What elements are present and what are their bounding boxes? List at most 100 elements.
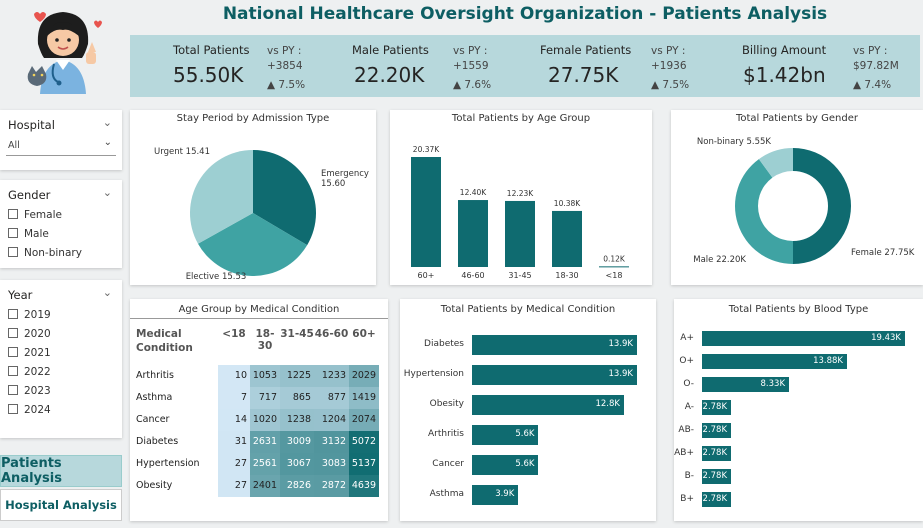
pie-slice-elective[interactable] xyxy=(198,213,308,276)
matrix-cell[interactable]: 5072 xyxy=(349,431,379,453)
matrix-cell[interactable]: 2029 xyxy=(349,365,379,387)
pie-slice-emergency[interactable] xyxy=(253,150,316,246)
checkbox[interactable] xyxy=(8,347,18,357)
medical-condition-chart: Total Patients by Medical Condition Diab… xyxy=(400,299,656,521)
pie-slice-urgent[interactable] xyxy=(190,150,253,244)
year-option[interactable]: 2024 xyxy=(8,404,51,416)
matrix-cell[interactable]: 3009 xyxy=(280,431,314,453)
gender-option-male[interactable]: Male xyxy=(8,228,49,240)
checkbox[interactable] xyxy=(8,366,18,376)
matrix-cell[interactable]: 1020 xyxy=(250,409,280,431)
gender-option-female[interactable]: Female xyxy=(8,209,62,221)
matrix-row-header: Condition xyxy=(136,342,193,354)
checkbox[interactable] xyxy=(8,328,18,338)
kpi-vs-label: vs PY : xyxy=(267,45,302,57)
chevron-down-icon[interactable]: ⌄ xyxy=(102,186,112,199)
checkbox[interactable] xyxy=(8,209,18,219)
bar[interactable] xyxy=(472,425,539,445)
matrix-cell[interactable]: 10 xyxy=(218,365,250,387)
chevron-down-icon[interactable]: ⌄ xyxy=(102,286,112,299)
matrix-cell[interactable]: 14 xyxy=(218,409,250,431)
year-option[interactable]: 2021 xyxy=(8,347,51,359)
bar-category-label: Asthma xyxy=(429,489,464,499)
bar-category-label: A+ xyxy=(680,332,694,343)
hospital-analysis-button[interactable]: Hospital Analysis xyxy=(0,489,122,521)
matrix-cell[interactable]: 877 xyxy=(314,387,349,409)
matrix-cell[interactable]: 3083 xyxy=(314,453,349,475)
year-slicer: Year ⌄ 2019 2020 2021 2022 2023 2024 xyxy=(0,280,122,438)
matrix-cell[interactable]: 1238 xyxy=(280,409,314,431)
matrix-row-label: Hypertension xyxy=(136,458,200,469)
age-bar[interactable] xyxy=(505,200,535,267)
donut-slice-non-binary[interactable] xyxy=(758,148,793,178)
matrix-cell[interactable]: 2401 xyxy=(250,475,280,497)
chevron-down-icon[interactable]: ⌄ xyxy=(102,116,112,129)
option-label: 2020 xyxy=(24,328,51,340)
bar-data-label: 5.6K xyxy=(515,429,535,439)
donut-slice-female[interactable] xyxy=(793,148,851,264)
matrix-cell[interactable]: 2074 xyxy=(349,409,379,431)
bar[interactable] xyxy=(472,485,519,505)
bar[interactable] xyxy=(702,354,847,369)
checkbox[interactable] xyxy=(8,385,18,395)
age-bar[interactable] xyxy=(552,210,582,267)
bar-data-label: 12.8K xyxy=(595,399,620,409)
option-label: Male xyxy=(24,228,49,240)
bar-category-label: A- xyxy=(684,401,694,412)
matrix-cell[interactable]: 1225 xyxy=(280,365,314,387)
matrix-cell[interactable]: 7 xyxy=(218,387,250,409)
matrix-cell[interactable]: 4639 xyxy=(349,475,379,497)
matrix-cell[interactable]: 27 xyxy=(218,475,250,497)
age-bar[interactable] xyxy=(411,157,441,267)
matrix-cell[interactable]: 27 xyxy=(218,453,250,475)
bar[interactable] xyxy=(472,395,624,415)
bar[interactable] xyxy=(702,446,732,461)
matrix-cell[interactable]: 3132 xyxy=(314,431,349,453)
matrix-cell[interactable]: 865 xyxy=(280,387,314,409)
bar-data-label: 13.9K xyxy=(608,369,634,379)
year-option[interactable]: 2022 xyxy=(8,366,51,378)
checkbox[interactable] xyxy=(8,228,18,238)
bar-data-label: 12.40K xyxy=(460,188,487,197)
matrix-cell[interactable]: 3067 xyxy=(280,453,314,475)
matrix-cell[interactable]: 2631 xyxy=(250,431,280,453)
matrix-cell[interactable]: 1419 xyxy=(349,387,379,409)
matrix-cell[interactable]: 717 xyxy=(250,387,280,409)
bar-category-label: O+ xyxy=(679,355,694,366)
checkbox[interactable] xyxy=(8,309,18,319)
donut-slice-male[interactable] xyxy=(735,159,793,264)
slicer-title: Year xyxy=(8,288,33,302)
bar[interactable] xyxy=(702,331,905,346)
patients-analysis-button[interactable]: Patients Analysis xyxy=(0,455,122,487)
bar[interactable] xyxy=(702,400,732,415)
bar[interactable] xyxy=(472,335,637,355)
bar[interactable] xyxy=(472,455,539,475)
matrix-cell[interactable]: 2826 xyxy=(280,475,314,497)
age-bar[interactable] xyxy=(458,200,488,267)
matrix-cell[interactable]: 2561 xyxy=(250,453,280,475)
matrix-cell[interactable]: 1053 xyxy=(250,365,280,387)
matrix-cell[interactable]: 1233 xyxy=(314,365,349,387)
matrix-cell[interactable]: 5137 xyxy=(349,453,379,475)
age-bar[interactable] xyxy=(599,266,629,268)
checkbox[interactable] xyxy=(8,404,18,414)
hospital-dropdown[interactable]: All ⌄ xyxy=(6,137,116,156)
year-option[interactable]: 2023 xyxy=(8,385,51,397)
matrix-cell[interactable]: 1204 xyxy=(314,409,349,431)
chart-title: Age Group by Medical Condition xyxy=(178,304,340,315)
bar-category-label: B- xyxy=(684,470,694,481)
option-label: Non-binary xyxy=(24,247,82,259)
bar[interactable] xyxy=(702,469,732,484)
year-option[interactable]: 2019 xyxy=(8,309,51,321)
bar[interactable] xyxy=(472,365,637,385)
bar[interactable] xyxy=(702,492,732,507)
matrix-cell[interactable]: 2872 xyxy=(314,475,349,497)
checkbox[interactable] xyxy=(8,247,18,257)
bar[interactable] xyxy=(702,377,790,392)
bar[interactable] xyxy=(702,423,732,438)
kpi-label: Total Patients xyxy=(173,43,250,57)
matrix-cell[interactable]: 31 xyxy=(218,431,250,453)
bar-data-label: 5.6K xyxy=(515,459,535,469)
year-option[interactable]: 2020 xyxy=(8,328,51,340)
gender-option-non-binary[interactable]: Non-binary xyxy=(8,247,82,259)
